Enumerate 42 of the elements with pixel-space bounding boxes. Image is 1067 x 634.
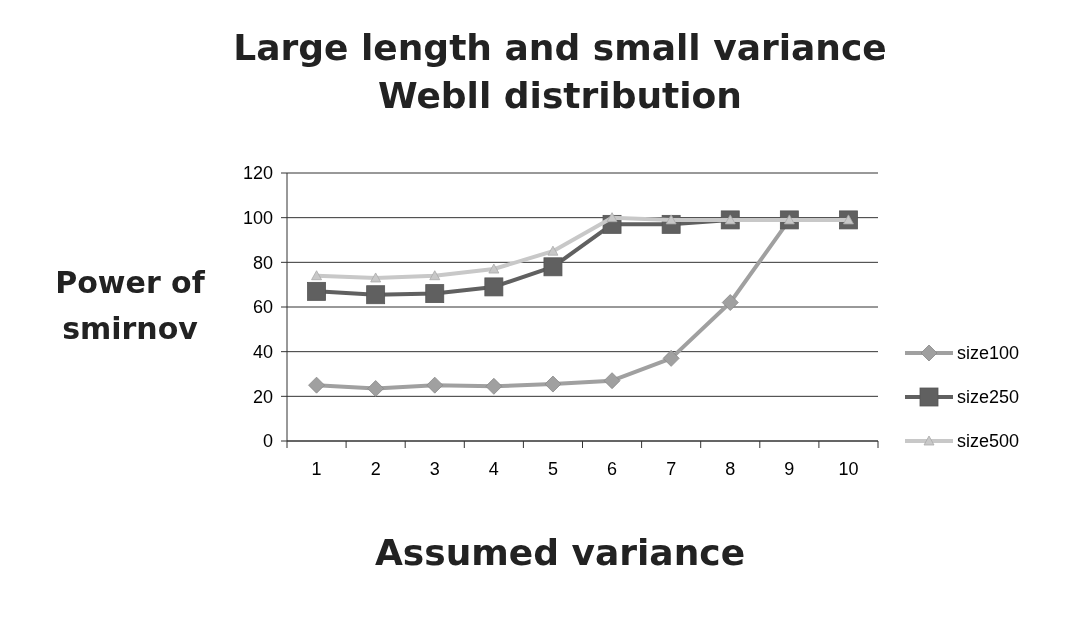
legend-label: size500	[957, 431, 1020, 452]
x-tick-label: 2	[370, 459, 381, 479]
x-tick-label: 7	[666, 459, 677, 479]
point	[544, 375, 562, 393]
chart-title: Large length and small variance Webll distribution	[233, 27, 887, 116]
point	[485, 377, 503, 395]
x-tick-label: 4	[488, 459, 499, 479]
point	[426, 376, 444, 394]
point	[543, 257, 563, 277]
point	[429, 270, 441, 281]
x-tick-label: 8	[725, 459, 736, 479]
x-axis-title: Assumed variance	[374, 532, 746, 573]
point	[662, 349, 680, 367]
legend-label: size100	[957, 343, 1020, 364]
y-tick-label: 60	[252, 297, 273, 318]
x-tick-label: 10	[838, 459, 859, 479]
point	[311, 270, 322, 281]
point	[308, 376, 325, 394]
x-tick-label: 3	[429, 459, 440, 479]
y-tick-label: 20	[252, 386, 273, 407]
point	[367, 380, 385, 397]
x-tick-label: 1	[311, 459, 322, 479]
point	[484, 277, 504, 297]
y-tick-label: 100	[242, 207, 273, 228]
point	[547, 245, 559, 256]
y-tick-label: 120	[242, 163, 273, 184]
y-tick-label: 40	[252, 341, 273, 362]
point	[721, 294, 739, 311]
point	[425, 284, 445, 303]
y-tick-label: 80	[252, 252, 273, 273]
x-tick-label: 5	[547, 459, 558, 479]
point	[370, 272, 382, 283]
point	[307, 281, 326, 301]
point	[488, 263, 500, 274]
point	[603, 372, 621, 390]
y-tick-label: 0	[262, 431, 273, 452]
x-tick-label: 9	[784, 459, 795, 479]
x-tick-label: 6	[607, 459, 618, 479]
legend-label: size250	[957, 387, 1020, 408]
point	[366, 285, 386, 305]
y-axis-title: Power of smirnov	[55, 265, 206, 346]
point	[606, 212, 618, 223]
